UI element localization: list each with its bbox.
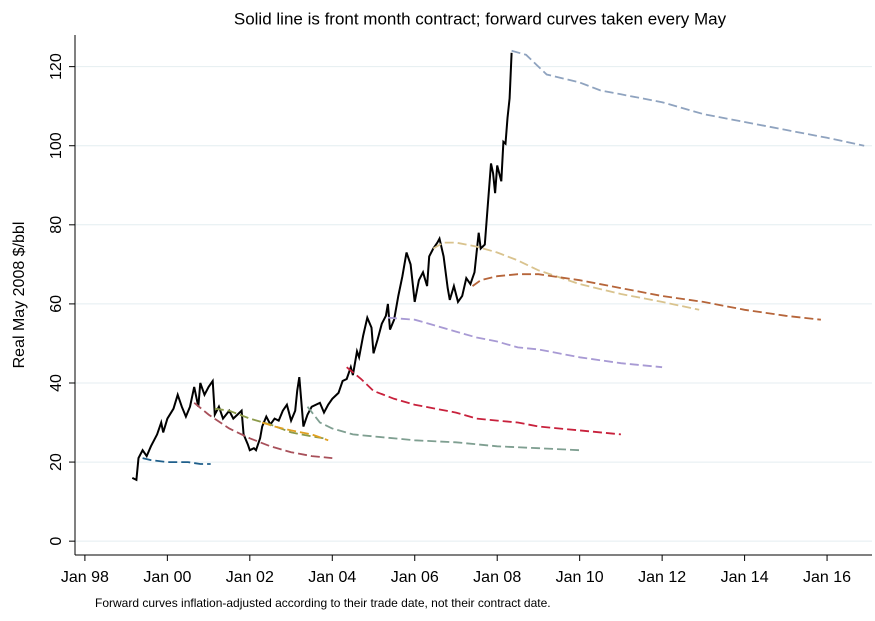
forward-curve: [387, 316, 663, 369]
y-tick-label: 60: [48, 295, 65, 313]
y-tick-label: 80: [48, 216, 65, 234]
forward-curve: [142, 457, 211, 465]
x-tick-label: Jan 08: [473, 569, 521, 586]
front-month-line: [131, 52, 513, 482]
chart-title: Solid line is front month contract; forw…: [234, 9, 727, 28]
x-tick-label: Jan 06: [391, 569, 439, 586]
x-tick-label: Jan 00: [143, 569, 191, 586]
x-tick-label: Jan 10: [556, 569, 604, 586]
x-tick-label: Jan 12: [638, 569, 686, 586]
x-tick-label: Jan 98: [61, 569, 109, 586]
forward-curve: [432, 241, 700, 311]
forward-curve: [471, 273, 821, 321]
x-tick-label: Jan 04: [308, 569, 356, 586]
y-tick-label: 0: [48, 537, 65, 546]
forward-curve: [346, 366, 621, 436]
y-tick-label: 40: [48, 374, 65, 392]
x-tick-label: Jan 14: [721, 569, 769, 586]
y-axis-title: Real May 2008 $/bbl: [11, 222, 28, 369]
y-tick-label: 20: [48, 453, 65, 471]
footnote: Forward curves inflation-adjusted accord…: [95, 596, 551, 610]
forward-curve: [261, 421, 329, 442]
y-tick-label: 120: [48, 53, 65, 80]
forward-curve: [306, 406, 580, 452]
y-tick-label: 100: [48, 132, 65, 159]
x-tick-label: Jan 16: [803, 569, 851, 586]
x-tick-label: Jan 02: [226, 569, 274, 586]
forward-curve: [511, 49, 865, 147]
